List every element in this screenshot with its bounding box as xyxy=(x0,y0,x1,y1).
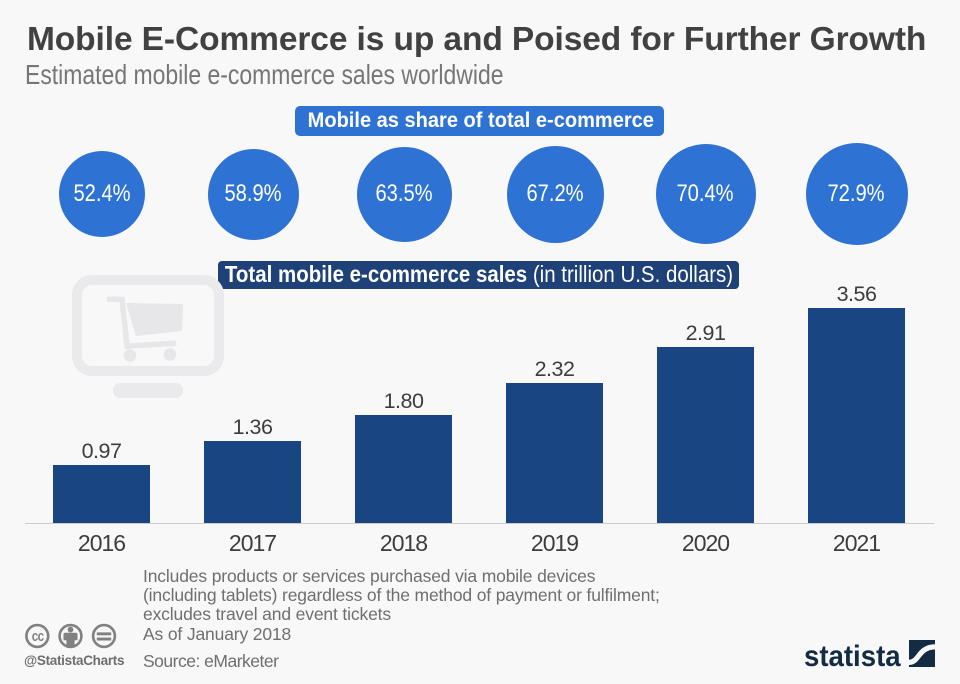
svg-text:cc: cc xyxy=(32,628,45,645)
svg-text:statista: statista xyxy=(804,640,902,668)
